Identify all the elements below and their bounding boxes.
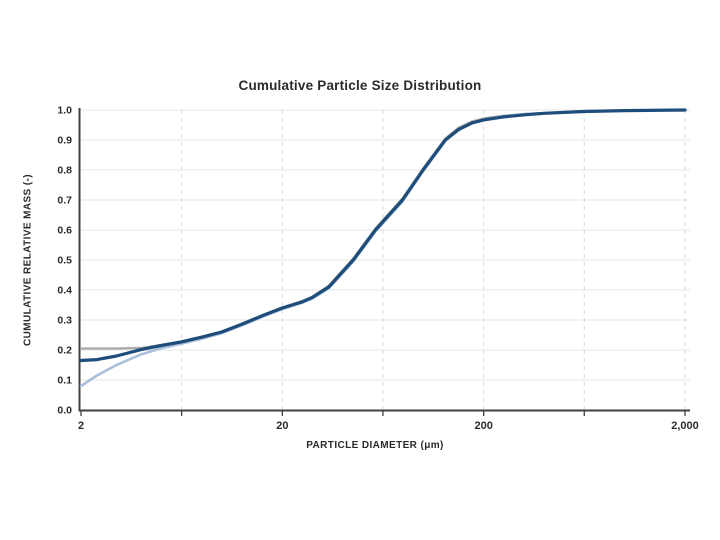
y-tick-label: 0.1	[57, 375, 72, 387]
y-tick-label: 0.9	[57, 135, 72, 147]
y-tick-label: 0.8	[57, 165, 72, 177]
x-tick-label: 20	[276, 420, 288, 432]
y-tick-label: 0.4	[57, 285, 72, 297]
y-axis-title: CUMULATIVE RELATIVE MASS (-)	[22, 174, 34, 346]
x-axis-title: PARTICLE DIAMETER (μm)	[306, 440, 444, 451]
chart-title: Cumulative Particle Size Distribution	[238, 78, 482, 93]
y-tick-label: 0.3	[57, 315, 72, 327]
y-tick-label: 0.6	[57, 225, 72, 237]
x-tick-label: 200	[474, 420, 492, 432]
y-tick-label: 1.0	[57, 105, 72, 117]
y-tick-label: 0.0	[57, 405, 72, 417]
x-tick-label: 2,000	[671, 420, 699, 432]
y-tick-label: 0.7	[57, 195, 72, 207]
x-tick-label: 2	[78, 420, 84, 432]
series-line-series-dark-blue	[79, 108, 687, 363]
y-tick-label: 0.2	[57, 345, 72, 357]
y-tick-label: 0.5	[57, 255, 72, 267]
